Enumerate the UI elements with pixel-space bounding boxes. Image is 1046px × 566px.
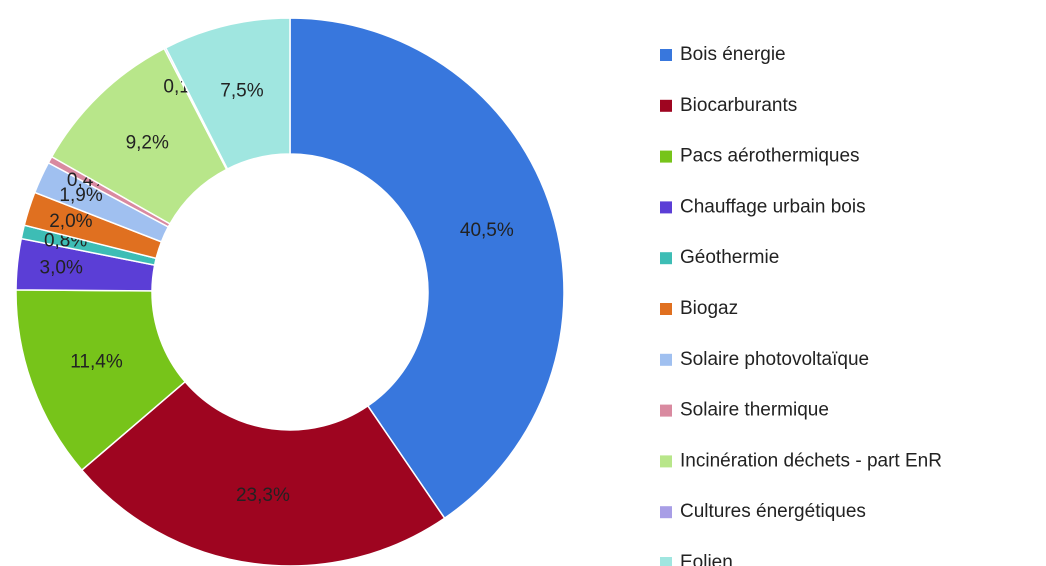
legend-label: Biogaz — [680, 298, 738, 319]
legend-label: Bois énergie — [680, 44, 786, 65]
legend-label: Solaire thermique — [680, 400, 829, 421]
legend-swatch — [660, 455, 672, 468]
slice — [164, 17, 291, 171]
legend-swatch — [660, 557, 672, 566]
data-label: 40,5% — [460, 220, 514, 241]
legend-label: Pacs aérothermiques — [680, 146, 860, 167]
slice — [289, 17, 565, 520]
data-label: 11,4% — [70, 352, 123, 373]
legend-label: Biocarburants — [680, 95, 797, 116]
legend-swatch — [660, 404, 672, 417]
legend-swatch — [660, 99, 672, 112]
legend-label: Cultures énergétiques — [680, 501, 866, 522]
legend-swatch — [660, 49, 672, 61]
legend-swatch — [660, 150, 672, 163]
data-label: 2,0% — [49, 211, 92, 232]
data-label: 3,0% — [40, 258, 83, 279]
data-label: 1,9% — [59, 185, 102, 206]
legend-label: Eolien — [680, 552, 733, 566]
legend-swatch — [660, 303, 672, 315]
legend-swatch — [660, 506, 672, 519]
data-label: 7,5% — [220, 81, 263, 102]
legend-swatch — [660, 252, 672, 265]
legend-swatch — [660, 353, 672, 366]
data-label: 9,2% — [126, 133, 169, 154]
data-label: 23,3% — [236, 485, 290, 506]
legend-label: Géothermie — [680, 247, 779, 268]
legend-swatch — [660, 201, 672, 214]
legend-label: Solaire photovoltaïque — [680, 349, 869, 370]
slice — [80, 380, 446, 566]
legend-label: Incinération déchets - part EnR — [680, 450, 942, 471]
legend-label: Chauffage urbain bois — [680, 196, 866, 217]
